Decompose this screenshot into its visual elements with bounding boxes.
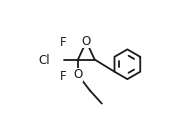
Text: F: F [60, 70, 66, 83]
Text: F: F [60, 36, 66, 49]
Text: Cl: Cl [38, 54, 50, 67]
Text: O: O [82, 35, 91, 48]
Text: O: O [73, 68, 83, 82]
